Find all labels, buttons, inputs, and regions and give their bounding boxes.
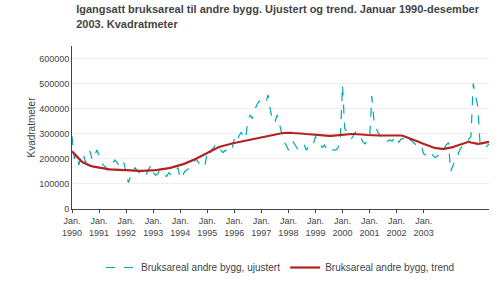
svg-text:Jan.1991: Jan.1991 bbox=[89, 216, 109, 238]
svg-text:Jan.2000: Jan.2000 bbox=[332, 216, 352, 238]
svg-text:Jan.1998: Jan.1998 bbox=[278, 216, 298, 238]
svg-text:Bruksareal andre bygg, ujuster: Bruksareal andre bygg, ujustert bbox=[141, 262, 280, 273]
svg-text:400000: 400000 bbox=[39, 104, 69, 114]
svg-text:600000: 600000 bbox=[39, 54, 69, 64]
svg-text:Jan.1994: Jan.1994 bbox=[170, 216, 190, 238]
svg-text:Jan.2003: Jan.2003 bbox=[414, 216, 434, 238]
svg-text:Jan.2002: Jan.2002 bbox=[387, 216, 407, 238]
svg-text:Kvadratmeter: Kvadratmeter bbox=[26, 97, 37, 158]
svg-text:Jan.1996: Jan.1996 bbox=[224, 216, 244, 238]
svg-text:Jan.1995: Jan.1995 bbox=[197, 216, 217, 238]
svg-text:100000: 100000 bbox=[39, 179, 69, 189]
svg-text:Jan.1993: Jan.1993 bbox=[143, 216, 163, 238]
svg-text:300000: 300000 bbox=[39, 129, 69, 139]
svg-text:Jan.1992: Jan.1992 bbox=[116, 216, 136, 238]
svg-text:500000: 500000 bbox=[39, 79, 69, 89]
svg-text:200000: 200000 bbox=[39, 154, 69, 164]
svg-text:Jan.1997: Jan.1997 bbox=[251, 216, 271, 238]
svg-text:Jan.1999: Jan.1999 bbox=[305, 216, 325, 238]
svg-text:0: 0 bbox=[64, 204, 69, 214]
svg-text:Jan.1990: Jan.1990 bbox=[62, 216, 82, 238]
svg-text:Igangsatt bruksareal til andre: Igangsatt bruksareal til andre bygg. Uju… bbox=[76, 3, 480, 29]
svg-text:Jan.2001: Jan.2001 bbox=[360, 216, 380, 238]
svg-text:Bruksareal andre bygg, trend: Bruksareal andre bygg, trend bbox=[325, 262, 454, 273]
